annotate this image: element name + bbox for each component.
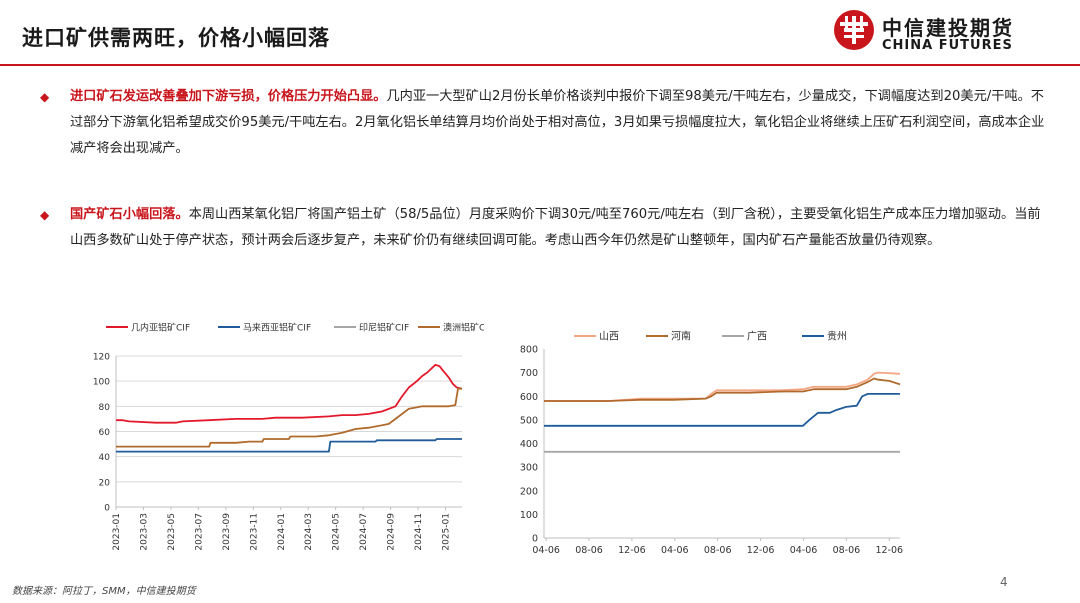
domestic-bauxite-price-svg: 山西 河南 广西 贵州 0 100 200 300 400 500 600 700 800 04-06 08… [520, 330, 903, 557]
page-title: 进口矿供需两旺，价格小幅回落 [22, 26, 330, 50]
y-tick-label: 60 [99, 428, 111, 438]
legend-label: 马来西亚铝矿CIF [243, 322, 311, 334]
paragraph-lead: 国产矿石小幅回落。 [70, 207, 189, 222]
x-tick-label: 08-06 [833, 545, 861, 556]
y-tick-label: 300 [520, 463, 538, 474]
logo-english-name: CHINA FUTURES [882, 38, 1013, 53]
paragraph-domestic-ore: ◆ 国产矿石小幅回落。本周山西某氧化铝厂将国产铝土矿（58/5品位）月度采购价下… [40, 202, 1050, 254]
y-tick-label: 400 [520, 439, 538, 450]
x-tick-label: 04-06 [790, 545, 818, 556]
logo-chinese-name: 中信建投期货 [882, 16, 1014, 40]
x-tick-label: 2023-05 [167, 513, 177, 551]
paragraph-text: 进口矿石发运改善叠加下游亏损，价格压力开始凸显。几内亚一大型矿山2月份长单价格谈… [40, 84, 1050, 162]
legend-label: 广西 [747, 331, 767, 343]
legend-label: 澳洲铝矿CIF [443, 322, 484, 334]
x-tick-label: 2023-09 [222, 513, 232, 551]
paragraph-text: 国产矿石小幅回落。本周山西某氧化铝厂将国产铝土矿（58/5品位）月度采购价下调3… [40, 202, 1050, 254]
import-bauxite-cif-svg: 几内亚铝矿CIF 马来西亚铝矿CIF 印尼铝矿CIF 澳洲铝矿CIF 0 20 40 60 80… [93, 322, 493, 551]
x-tick-label: 2024-09 [387, 513, 397, 551]
paragraph-body: 几内亚一大型矿山2月份长单价格谈判中报价下调至98美元/干吨左右，少量成交，下调… [70, 89, 1045, 156]
y-tick-label: 0 [104, 504, 110, 514]
x-tick-label: 2023-07 [194, 513, 204, 551]
y-tick-label: 80 [99, 403, 111, 413]
x-tick-label: 2024-07 [359, 513, 369, 551]
x-tick-label: 2024-11 [414, 513, 424, 551]
paragraph-body: 本周山西某氧化铝厂将国产铝土矿（58/5品位）月度采购价下调30元/吨至760元… [70, 207, 1041, 248]
x-tick-label: 12-06 [747, 545, 775, 556]
y-tick-label: 700 [520, 368, 538, 379]
legend-label: 贵州 [827, 330, 847, 343]
y-tick-label: 40 [99, 453, 111, 463]
series-line [544, 377, 901, 402]
page-header: 进口矿供需两旺，价格小幅回落 中信建投期货 CHINA FUTURES [0, 0, 1080, 66]
legend-label: 山西 [599, 331, 619, 343]
x-tick-label: 2023-03 [139, 513, 149, 551]
legend-label: 印尼铝矿CIF [359, 322, 409, 334]
series-line [116, 363, 463, 424]
diamond-bullet-icon: ◆ [40, 208, 50, 222]
x-tick-label: 2023-01 [112, 513, 122, 551]
paragraph-imported-ore: ◆ 进口矿石发运改善叠加下游亏损，价格压力开始凸显。几内亚一大型矿山2月份长单价… [40, 84, 1050, 162]
y-tick-label: 0 [532, 534, 538, 545]
y-tick-label: 600 [520, 392, 538, 403]
series-line [544, 393, 900, 427]
series-line [544, 371, 901, 402]
x-tick-label: 04-06 [661, 545, 689, 556]
domestic-bauxite-price-chart: 山西 河南 广西 贵州 0 100 200 300 400 500 600 700 800 04-06 08… [508, 322, 908, 558]
y-tick-label: 500 [520, 415, 538, 426]
company-logo: 中信建投期货 CHINA FUTURES [832, 8, 1062, 58]
paragraph-lead: 进口矿石发运改善叠加下游亏损，价格压力开始凸显。 [70, 89, 387, 104]
y-tick-label: 200 [520, 486, 538, 497]
x-tick-label: 2025-01 [442, 513, 452, 551]
y-tick-label: 20 [99, 478, 111, 488]
y-tick-label: 100 [520, 510, 538, 521]
x-tick-label: 04-06 [532, 545, 560, 556]
x-tick-label: 08-06 [575, 545, 603, 556]
china-futures-logo-icon [834, 10, 874, 50]
x-tick-label: 08-06 [704, 545, 732, 556]
legend-label: 几内亚铝矿CIF [131, 322, 190, 334]
y-tick-label: 800 [520, 345, 538, 356]
series-line [116, 387, 462, 448]
x-tick-label: 12-06 [875, 545, 903, 556]
import-bauxite-cif-chart: 几内亚铝矿CIF 马来西亚铝矿CIF 印尼铝矿CIF 澳洲铝矿CIF 0 20 40 60 80… [64, 316, 493, 578]
diamond-bullet-icon: ◆ [40, 90, 50, 104]
x-tick-label: 2023-11 [249, 513, 259, 551]
page-number: 4 [1000, 575, 1008, 589]
legend-label: 河南 [671, 330, 691, 343]
x-tick-label: 12-06 [618, 545, 646, 556]
header-divider [0, 64, 1080, 66]
series-line [116, 438, 462, 453]
x-tick-label: 2024-01 [277, 513, 287, 551]
x-tick-label: 2024-05 [332, 513, 342, 551]
y-tick-label: 120 [93, 353, 110, 363]
x-tick-label: 2024-03 [304, 513, 314, 551]
y-tick-label: 100 [93, 378, 110, 388]
data-source-note: 数据来源：阿拉丁，SMM，中信建投期货 [12, 586, 196, 597]
